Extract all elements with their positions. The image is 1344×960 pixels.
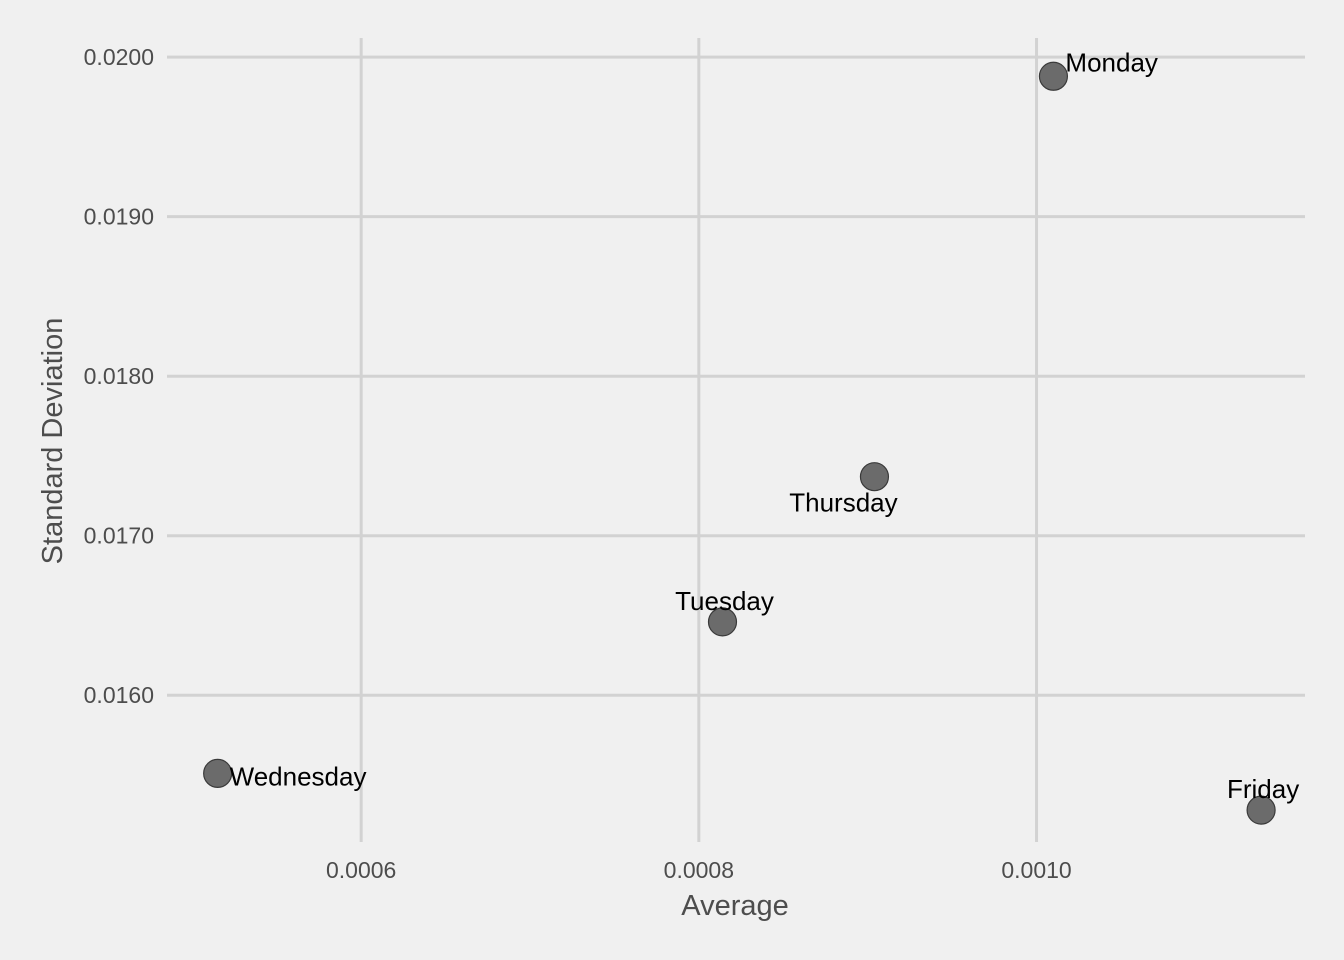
y-tick-label: 0.0170 — [84, 523, 154, 549]
data-point-thursday — [859, 462, 890, 492]
point-label-monday: Monday — [1065, 47, 1158, 77]
data-point-wednesday — [203, 758, 233, 789]
point-label-friday: Friday — [1227, 774, 1299, 804]
point-label-thursday: Thursday — [789, 488, 897, 518]
point-label-tuesday: Tuesday — [675, 586, 774, 616]
y-axis-ticks: 0.0160 0.0170 0.0180 0.0190 0.0200 — [84, 44, 154, 708]
data-points — [203, 61, 1276, 825]
point-labels: Monday Tuesday Wednesday Thursday Friday — [230, 47, 1300, 804]
x-tick-label: 0.0006 — [326, 857, 396, 883]
point-label-wednesday: Wednesday — [230, 761, 367, 791]
x-tick-label: 0.0008 — [664, 857, 734, 883]
data-point-monday — [1038, 61, 1069, 91]
gridlines — [167, 38, 1305, 842]
x-axis-title: Average — [681, 890, 789, 922]
y-tick-label: 0.0180 — [84, 363, 154, 389]
data-point-friday — [1246, 795, 1276, 825]
x-tick-label: 0.0010 — [1001, 857, 1071, 883]
x-axis-ticks: 0.0006 0.0008 0.0010 — [326, 857, 1072, 883]
y-tick-label: 0.0200 — [84, 44, 154, 70]
y-axis-title: Standard Deviation — [37, 318, 69, 565]
y-tick-label: 0.0160 — [84, 682, 154, 708]
data-point-tuesday — [707, 607, 738, 637]
y-tick-label: 0.0190 — [84, 204, 154, 230]
